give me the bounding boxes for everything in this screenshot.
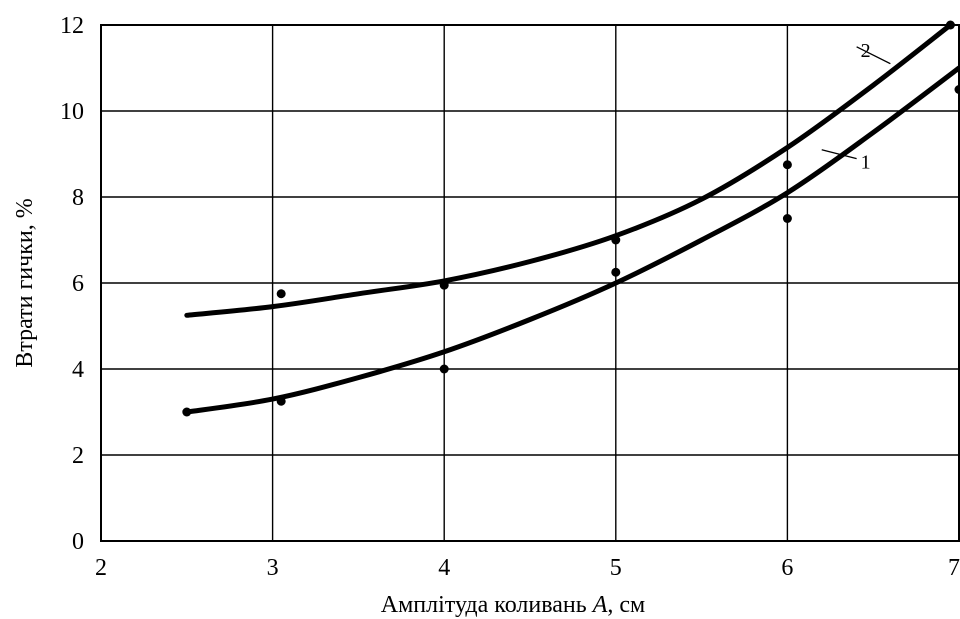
- y-tick-label: 2: [72, 443, 84, 469]
- x-tick-label: 4: [438, 555, 450, 581]
- grid: [100, 24, 960, 542]
- data-point: [439, 364, 449, 374]
- data-point: [945, 20, 955, 30]
- curves: [184, 22, 960, 415]
- x-tick-label: 5: [610, 555, 622, 581]
- y-tick-label: 4: [72, 357, 84, 383]
- data-point: [954, 85, 960, 94]
- curve-labels: 12: [821, 40, 891, 174]
- y-axis-label: Втрати гички, %: [12, 198, 38, 367]
- x-axis-label: Амплітуда коливань A, см: [381, 592, 645, 618]
- y-tick-label: 0: [72, 529, 84, 555]
- curve-label-1: 1: [861, 152, 871, 174]
- curve-label-leader: [856, 46, 891, 65]
- x-tick-label: 2: [95, 555, 107, 581]
- series-2-line: [184, 22, 953, 318]
- data-point: [611, 235, 621, 245]
- y-tick-label: 10: [60, 99, 84, 125]
- x-axis-label-unit: , см: [607, 592, 645, 618]
- x-tick-label: 6: [781, 555, 793, 581]
- data-point: [611, 267, 621, 277]
- data-point: [782, 160, 792, 170]
- x-axis-label-var: A: [591, 592, 608, 618]
- x-axis-label-text: Амплітуда коливань: [381, 592, 593, 618]
- data-point: [782, 214, 792, 223]
- data-point: [276, 289, 286, 299]
- y-tick-label: 8: [72, 185, 84, 211]
- x-tick-label: 7: [948, 555, 960, 581]
- data-points: [182, 20, 960, 417]
- y-tick-label: 12: [60, 13, 84, 39]
- series-1-line: [184, 65, 960, 415]
- curve-label-2: 2: [861, 40, 871, 62]
- data-point: [182, 407, 192, 417]
- data-point: [276, 396, 286, 406]
- x-tick-label: 3: [267, 555, 279, 581]
- curve-label-leader: [821, 149, 857, 160]
- y-tick-label: 6: [72, 271, 84, 297]
- data-point: [439, 280, 449, 290]
